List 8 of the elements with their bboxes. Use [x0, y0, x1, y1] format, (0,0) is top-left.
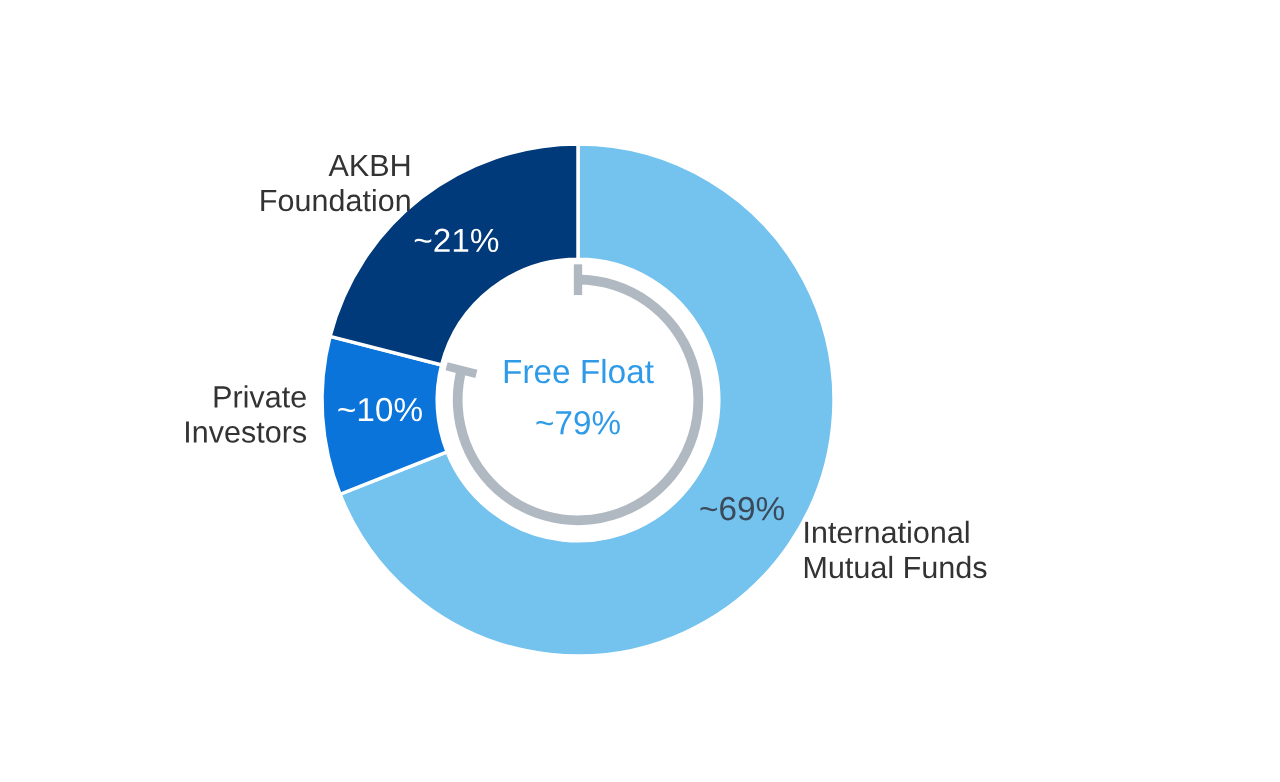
slice-label: Private Investors — [186, 385, 307, 443]
text: ~79% — [536, 410, 620, 435]
slice-label: International Mutual Funds — [804, 520, 987, 579]
data-label: ~10% — [338, 397, 422, 422]
data-label: ~21% — [414, 228, 499, 253]
text: Free Float — [504, 358, 654, 384]
slice-label: AKBH Foundation — [261, 154, 410, 212]
data-label: ~69% — [700, 496, 784, 521]
